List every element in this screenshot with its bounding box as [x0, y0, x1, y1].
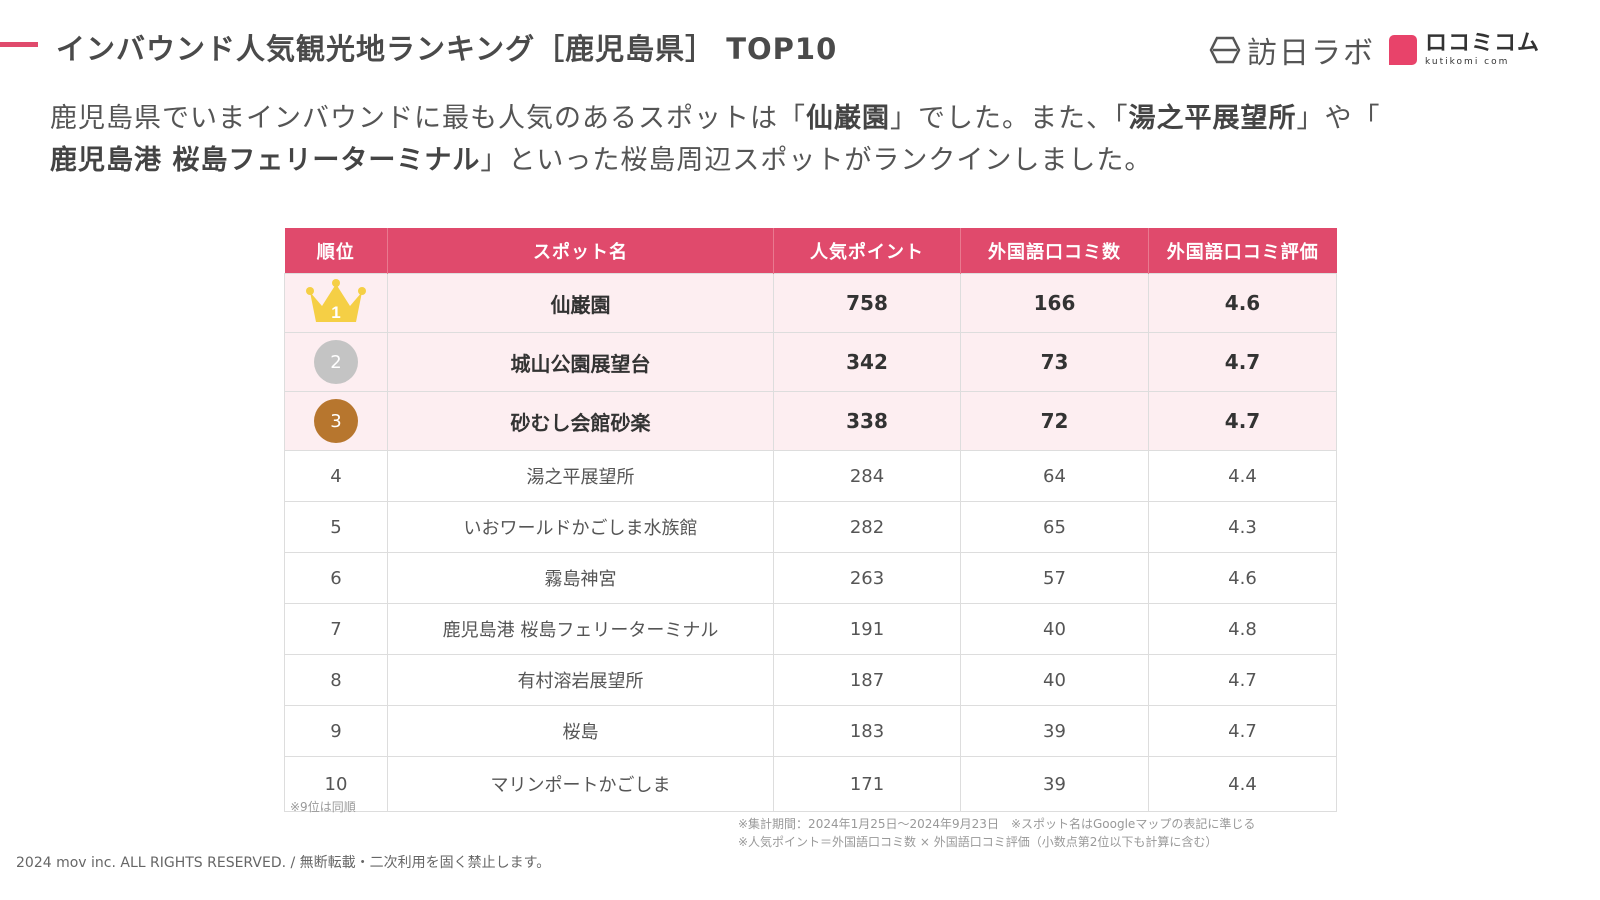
spot-name-cell: 鹿児島港 桜島フェリーターミナル [387, 603, 774, 655]
rank-number: 2 [330, 351, 342, 373]
lead-highlight-2: 湯之平展望所 [1128, 103, 1297, 134]
spot-name-cell: 砂むし会館砂楽 [387, 391, 774, 451]
rating-cell: 4.6 [1148, 273, 1337, 333]
points-cell: 171 [773, 756, 961, 812]
points-cell: 191 [773, 603, 961, 655]
rank-cell: 1 [284, 273, 388, 333]
bronze-medal-icon: 3 [314, 399, 358, 443]
hounichi-logo: 訪日ラボ [1209, 28, 1375, 72]
lead-text: 鹿児島県でいまインバウンドに最も人気のあるスポットは「 [50, 103, 806, 134]
table-row: 5 いおワールドかごしま水族館 282 65 4.3 [284, 501, 1337, 553]
rank-cell: 5 [284, 501, 388, 553]
lead-paragraph: 鹿児島県でいまインバウンドに最も人気のあるスポットは「仙巌園」でした。また、「湯… [50, 98, 1560, 182]
review-count-cell: 39 [960, 705, 1149, 757]
table-row: 3 砂むし会館砂楽 338 72 4.7 [284, 391, 1337, 451]
lead-highlight-3: 鹿児島港 桜島フェリーターミナル [50, 145, 481, 176]
kuchikomi-logo-text: ロコミコム [1424, 31, 1540, 56]
table-row: 1 仙巌園 758 166 4.6 [284, 273, 1337, 333]
formula-note: ※人気ポイント＝外国語口コミ数 × 外国語口コミ評価（小数点第2位以下も計算に含… [738, 835, 1218, 849]
rank-cell: 6 [284, 552, 388, 604]
review-count-cell: 40 [960, 654, 1149, 706]
table-row: 2 城山公園展望台 342 73 4.7 [284, 332, 1337, 392]
rank-cell: 3 [284, 391, 388, 451]
points-cell: 342 [773, 332, 961, 392]
table-row: 10 マリンポートかごしま 171 39 4.4 [284, 756, 1337, 812]
copyright-footer: 2024 mov inc. ALL RIGHTS RESERVED. / 無断転… [16, 855, 551, 871]
hounichi-logo-text: 訪日ラボ [1246, 36, 1375, 71]
rating-cell: 4.8 [1148, 603, 1337, 655]
rank-number: 3 [330, 410, 342, 432]
spot-name-cell: 城山公園展望台 [387, 332, 774, 392]
spot-name-cell: 有村溶岩展望所 [387, 654, 774, 706]
points-cell: 187 [773, 654, 961, 706]
table-row: 9 桜島 183 39 4.7 [284, 705, 1337, 757]
rank-number: 1 [331, 303, 340, 322]
spot-name-cell: 仙巌園 [387, 273, 774, 333]
rating-cell: 4.3 [1148, 501, 1337, 553]
silver-medal-icon: 2 [314, 340, 358, 384]
logo-area: 訪日ラボ ロコミコム kutikomi com [1209, 28, 1540, 72]
spot-name-cell: いおワールドかごしま水族館 [387, 501, 774, 553]
lead-highlight-1: 仙巌園 [806, 103, 890, 134]
lead-text: 」でした。また、「 [890, 103, 1129, 134]
rating-cell: 4.7 [1148, 654, 1337, 706]
column-header-points: 人気ポイント [773, 228, 961, 274]
rating-cell: 4.7 [1148, 391, 1337, 451]
rating-cell: 4.7 [1148, 705, 1337, 757]
review-count-cell: 73 [960, 332, 1149, 392]
table-header-row: 順位 スポット名 人気ポイント 外国語口コミ数 外国語口コミ評価 [284, 228, 1337, 274]
column-header-rank: 順位 [284, 228, 388, 274]
period-note: ※集計期間：2024年1月25日〜2024年9月23日 ※スポット名はGoogl… [738, 817, 1256, 831]
column-header-reviews: 外国語口コミ数 [960, 228, 1149, 274]
review-count-cell: 57 [960, 552, 1149, 604]
method-notes: ※集計期間：2024年1月25日〜2024年9月23日 ※スポット名はGoogl… [738, 815, 1255, 851]
review-count-cell: 40 [960, 603, 1149, 655]
points-cell: 263 [773, 552, 961, 604]
ranking-table: 順位 スポット名 人気ポイント 外国語口コミ数 外国語口コミ評価 1 仙巌園 758… [284, 228, 1337, 812]
rank-cell: 8 [284, 654, 388, 706]
hexagon-logo-icon [1209, 36, 1241, 64]
review-count-cell: 166 [960, 273, 1149, 333]
lead-text: 」といった桜島周辺スポットがランクインしました。 [480, 145, 1153, 176]
title-accent-bar [0, 42, 38, 47]
kuchikomi-logo-subtext: kutikomi com [1424, 57, 1510, 67]
points-cell: 183 [773, 705, 961, 757]
review-count-cell: 72 [960, 391, 1149, 451]
table-row: 6 霧島神宮 263 57 4.6 [284, 552, 1337, 604]
rank-cell: 2 [284, 332, 388, 392]
table-row: 4 湯之平展望所 284 64 4.4 [284, 450, 1337, 502]
column-header-spot: スポット名 [387, 228, 774, 274]
page-title: インバウンド人気観光地ランキング［鹿児島県］ TOP10 [56, 32, 838, 66]
points-cell: 758 [773, 273, 961, 333]
rating-cell: 4.6 [1148, 552, 1337, 604]
points-cell: 284 [773, 450, 961, 502]
tie-note: ※9位は同順 [290, 800, 356, 814]
review-count-cell: 64 [960, 450, 1149, 502]
table-row: 8 有村溶岩展望所 187 40 4.7 [284, 654, 1337, 706]
points-cell: 282 [773, 501, 961, 553]
review-count-cell: 65 [960, 501, 1149, 553]
review-count-cell: 39 [960, 756, 1149, 812]
points-cell: 338 [773, 391, 961, 451]
spot-name-cell: 桜島 [387, 705, 774, 757]
spot-name-cell: 湯之平展望所 [387, 450, 774, 502]
rating-cell: 4.7 [1148, 332, 1337, 392]
column-header-rating: 外国語口コミ評価 [1148, 228, 1337, 274]
rating-cell: 4.4 [1148, 450, 1337, 502]
rank-cell: 7 [284, 603, 388, 655]
gold-crown-icon: 1 [306, 279, 366, 322]
spot-name-cell: マリンポートかごしま [387, 756, 774, 812]
lead-text: 」や「 [1296, 103, 1381, 134]
rank-cell: 10 [284, 756, 388, 812]
spot-name-cell: 霧島神宮 [387, 552, 774, 604]
rating-cell: 4.4 [1148, 756, 1337, 812]
rank-cell: 4 [284, 450, 388, 502]
table-row: 7 鹿児島港 桜島フェリーターミナル 191 40 4.8 [284, 603, 1337, 655]
rank-cell: 9 [284, 705, 388, 757]
kuchikomi-mark-icon [1388, 35, 1417, 65]
kuchikomi-logo: ロコミコム kutikomi com [1388, 31, 1540, 67]
